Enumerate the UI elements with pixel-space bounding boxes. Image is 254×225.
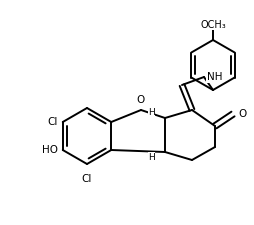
- Text: H: H: [148, 153, 154, 162]
- Text: O: O: [237, 109, 245, 119]
- Text: HO: HO: [42, 145, 57, 155]
- Text: NH: NH: [206, 72, 222, 82]
- Text: OCH₃: OCH₃: [199, 20, 225, 30]
- Text: Cl: Cl: [47, 117, 57, 127]
- Text: O: O: [136, 95, 145, 105]
- Text: Cl: Cl: [82, 174, 92, 184]
- Text: H: H: [148, 108, 154, 117]
